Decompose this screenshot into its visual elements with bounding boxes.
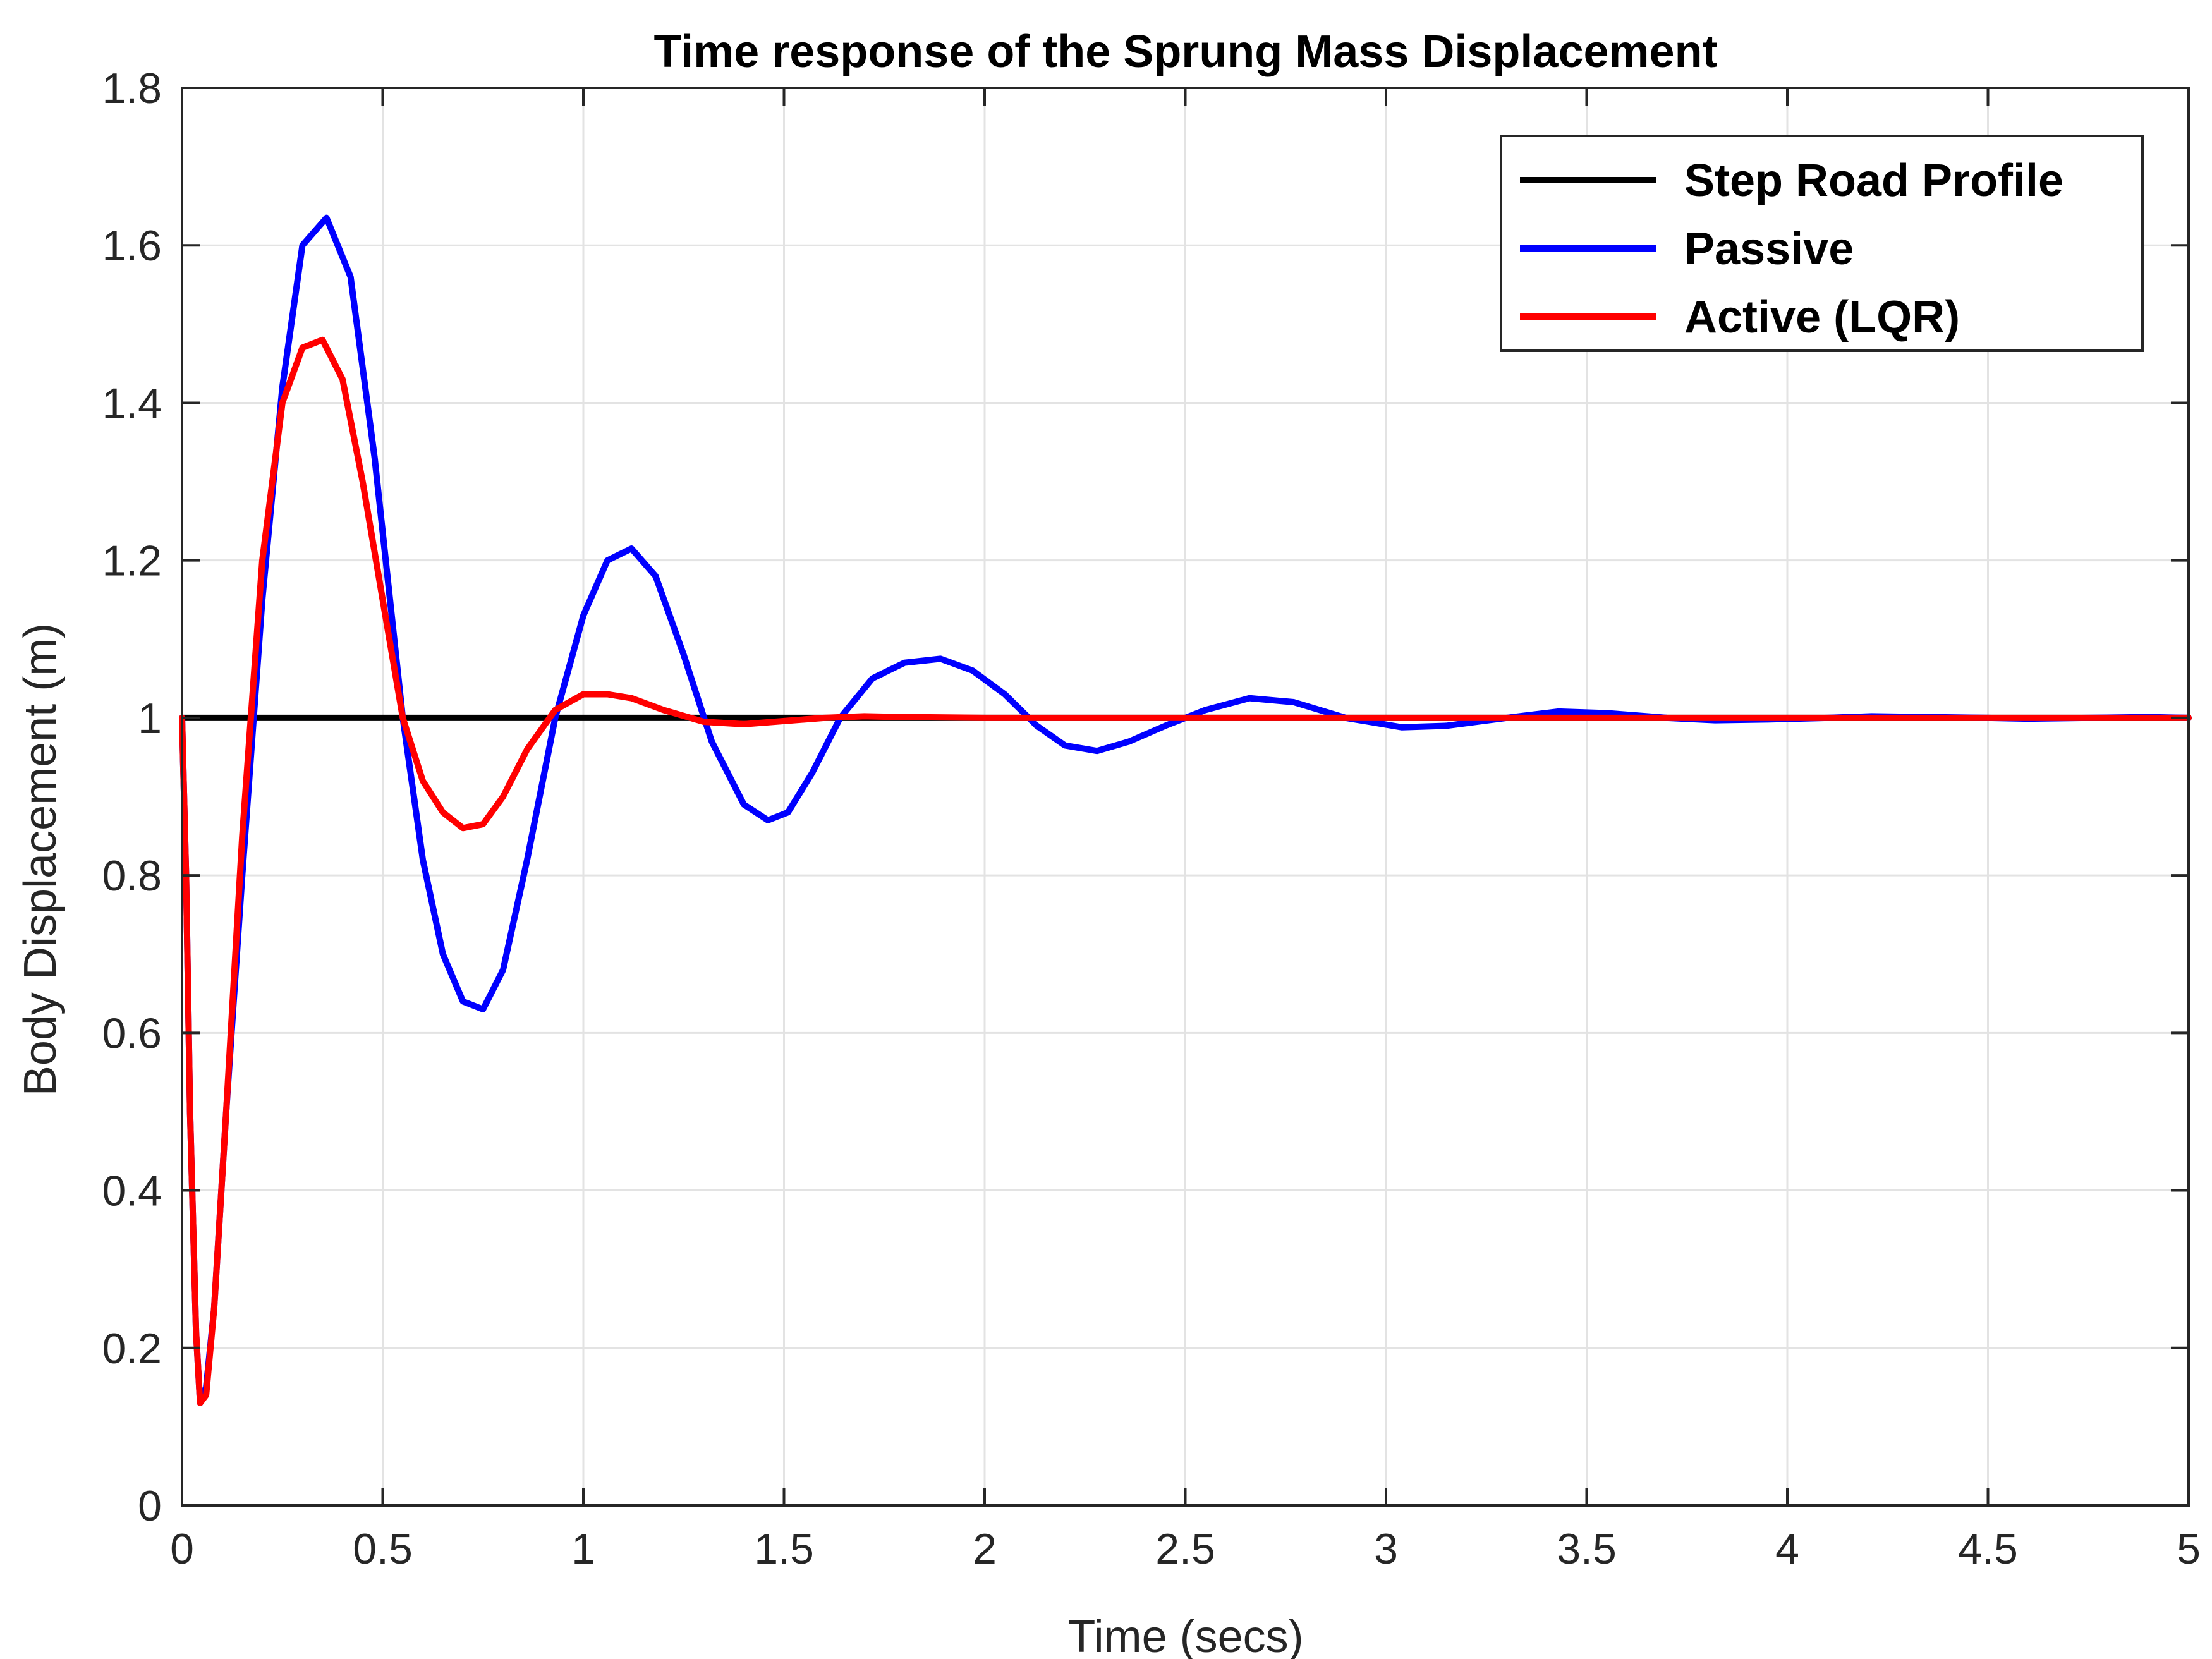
series-line-active-lqr [179,336,2192,1406]
y-tick-label: 0.6 [102,1009,162,1057]
series-lines [179,214,2192,1406]
axes [181,87,2190,1507]
x-tick-label: 0 [170,1525,194,1573]
y-tick-label: 0.8 [102,852,162,900]
tick-labels: 0 0.5 1 1.5 2 2.5 3 3.5 4 4.5 5 0 0.2 0.4 0.6 0.8 1 1.2 1.… [102,64,2200,1573]
x-tick-label: 2 [973,1525,997,1573]
y-tick-label: 1.4 [102,379,162,427]
x-tick-label: 4 [1775,1525,1799,1573]
x-tick-label: 1.5 [754,1525,814,1573]
x-tick-label: 2.5 [1155,1525,1215,1573]
legend-label-passive: Passive [1684,224,1854,274]
legend-label-step-road-profile: Step Road Profile [1684,155,2063,206]
x-tick-label: 0.5 [353,1525,413,1573]
x-axis-label: Time (secs) [1067,1612,1303,1659]
y-tick-label: 0.2 [102,1325,162,1373]
y-tick-label: 1.8 [102,64,162,112]
y-axis-label: Body Displacement (m) [15,623,66,1096]
x-tick-label: 1 [571,1525,595,1573]
y-tick-label: 1 [138,695,162,743]
y-tick-label: 0 [138,1482,162,1530]
y-tick-label: 0.4 [102,1167,162,1215]
y-tick-label: 1.2 [102,537,162,585]
y-tick-label: 1.6 [102,222,162,270]
x-tick-label: 3.5 [1557,1525,1617,1573]
x-tick-label: 5 [2177,1525,2201,1573]
x-tick-label: 4.5 [1958,1525,2018,1573]
legend-label-active-lqr: Active (LQR) [1684,292,1960,343]
chart-title: Time response of the Sprung Mass Displac… [653,27,1717,77]
legend: Step Road Profile Passive Active (LQR) [1500,135,2144,352]
x-tick-label: 3 [1374,1525,1398,1573]
